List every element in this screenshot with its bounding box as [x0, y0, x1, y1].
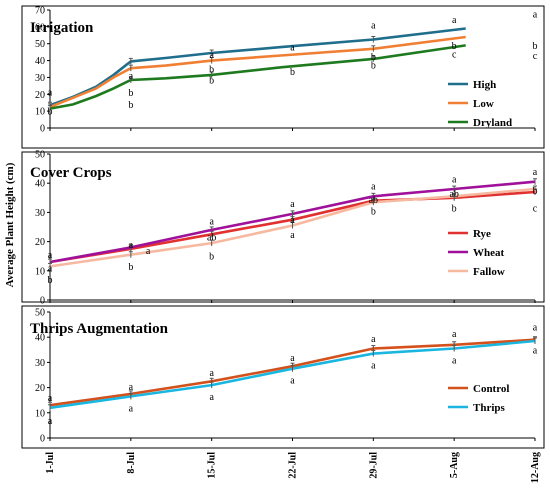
significance-letter: a [290, 43, 295, 54]
panel-title-2: Cover Crops [30, 165, 112, 181]
significance-letter: b [452, 41, 457, 52]
significance-letter: a [533, 10, 538, 21]
significance-letter: a [533, 323, 538, 334]
legend-label-control: Control [473, 383, 509, 395]
significance-letter: a [452, 329, 457, 340]
legend-label-fallow: Fallow [473, 266, 505, 278]
significance-letter: a [129, 382, 134, 393]
series-line-dryland [49, 44, 466, 110]
x-tick-label: 29-Jul [368, 452, 379, 479]
y-tick-label: 50 [35, 308, 45, 319]
y-axis-label: Average Plant Height (cm) [4, 162, 16, 287]
y-tick-label: 0 [40, 434, 45, 445]
legend-label-low: Low [473, 98, 494, 110]
significance-letter: a [48, 416, 53, 427]
significance-letter: a [146, 246, 151, 257]
legend-label-wheat: Wheat [473, 247, 505, 259]
y-tick-label: 0 [40, 296, 45, 307]
panel-frame-1 [21, 5, 545, 149]
y-tick-label: 10 [35, 408, 45, 419]
significance-letter: ab [369, 195, 378, 206]
significance-letter: a [290, 376, 295, 387]
y-tick-label: 10 [35, 266, 45, 277]
y-tick-label: 30 [35, 358, 45, 369]
significance-letter: b [533, 41, 538, 52]
significance-letter: a [209, 368, 214, 379]
significance-letter: a [48, 263, 53, 274]
significance-letter: c [533, 204, 538, 215]
significance-letter: b [533, 186, 538, 197]
x-tick-label: 15-Jul [207, 452, 218, 479]
x-tick-label: 22-Jul [288, 452, 299, 479]
significance-letter: b [128, 88, 133, 99]
y-tick-label: 60 [35, 22, 45, 33]
panel-title-3: Thrips Augmentation [30, 321, 169, 337]
significance-letter: c [452, 49, 457, 60]
significance-letter: b [371, 52, 376, 63]
y-tick-label: 50 [35, 150, 45, 161]
y-tick-label: 40 [35, 333, 45, 344]
y-tick-label: 0 [40, 124, 45, 135]
significance-letter: b [209, 75, 214, 86]
significance-letter: a [371, 21, 376, 32]
panel-title-1: Irrigation [30, 20, 94, 36]
significance-letter: a [452, 355, 457, 366]
x-tick-label: 12-Aug [530, 452, 541, 483]
y-tick-label: 50 [35, 39, 45, 50]
y-tick-label: 30 [35, 73, 45, 84]
significance-letter: a [371, 360, 376, 371]
y-tick-label: 70 [35, 6, 45, 17]
significance-letter: a [129, 403, 134, 414]
legend-label-high: High [473, 79, 496, 91]
significance-letter: b [209, 65, 214, 76]
y-tick-label: 40 [35, 56, 45, 67]
legend-label-rye: Rye [473, 228, 491, 240]
significance-letter: a [290, 230, 295, 241]
significance-letter: ab [449, 189, 458, 200]
significance-letter: a [371, 182, 376, 193]
legend-label-thrips: Thrips [473, 402, 506, 414]
y-tick-label: 20 [35, 383, 45, 394]
significance-letter: b [128, 100, 133, 111]
significance-letter: a [48, 393, 53, 404]
y-tick-label: 30 [35, 208, 45, 219]
panel-frame-3 [21, 305, 545, 449]
x-tick-label: 8-Jul [126, 452, 137, 474]
y-tick-label: 20 [35, 237, 45, 248]
significance-letter: b [452, 204, 457, 215]
significance-letter: b [48, 275, 53, 286]
significance-letter: ab [207, 233, 216, 244]
significance-letter: a [129, 240, 134, 251]
significance-letter: a [452, 15, 457, 26]
significance-letter: a [129, 71, 134, 82]
significance-letter: a [209, 392, 214, 403]
significance-letter: a [290, 199, 295, 210]
significance-letter: b [48, 107, 53, 118]
significance-letter: b [371, 206, 376, 217]
significance-letter: a [452, 174, 457, 185]
significance-letter: b [209, 252, 214, 263]
x-tick-label: 1-Jul [45, 452, 56, 474]
significance-letter: a [209, 217, 214, 228]
y-tick-label: 20 [35, 90, 45, 101]
legend-label-dryland: Dryland [473, 117, 512, 129]
y-tick-label: 40 [35, 179, 45, 190]
significance-letter: a [371, 334, 376, 345]
significance-letter: a [209, 50, 214, 61]
significance-letter: b [128, 262, 133, 273]
significance-letter: a [533, 167, 538, 178]
y-tick-label: 10 [35, 107, 45, 118]
significance-letter: a [290, 353, 295, 364]
significance-letter: c [533, 51, 538, 62]
significance-letter: a [533, 345, 538, 356]
significance-letter: b [371, 60, 376, 71]
significance-letter: a [48, 87, 53, 98]
x-tick-label: 5-Aug [449, 452, 460, 478]
significance-letter: b [290, 67, 295, 78]
significance-letter: a [48, 250, 53, 261]
significance-letter: a [290, 215, 295, 226]
series-line-low [49, 35, 466, 109]
